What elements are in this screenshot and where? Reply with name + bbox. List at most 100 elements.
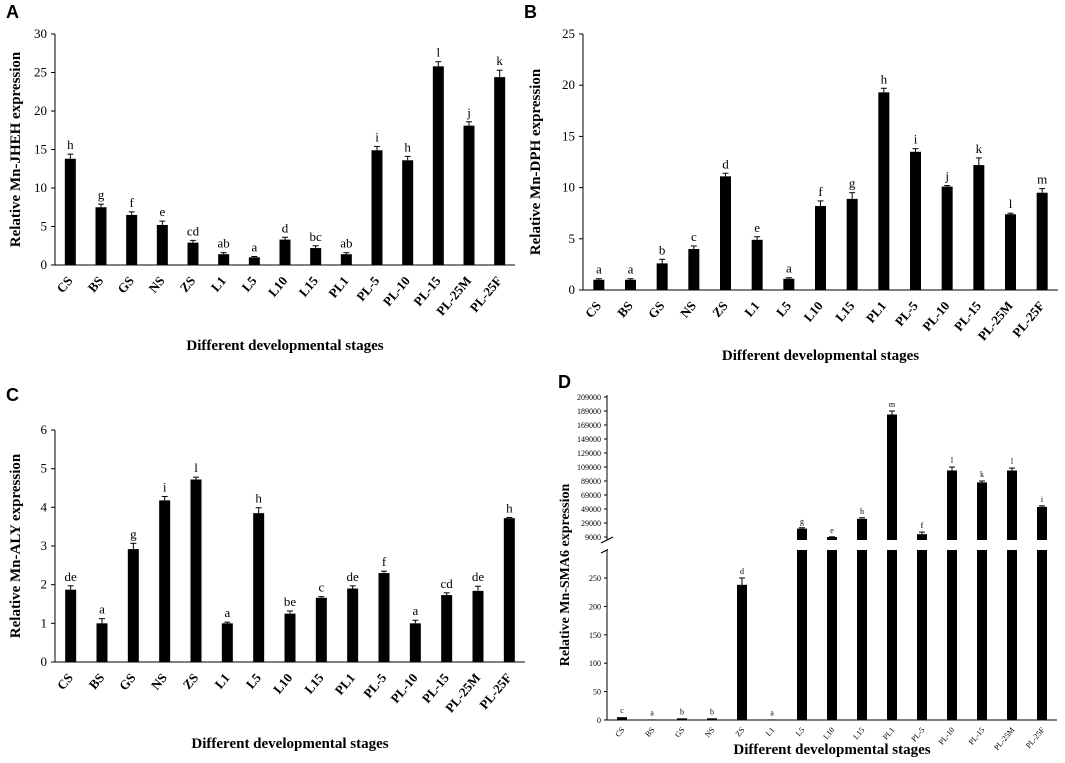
x-category-label: ZS <box>177 273 199 295</box>
significance-label: f <box>129 195 134 210</box>
significance-label: a <box>596 262 602 277</box>
x-category-label: L15 <box>301 670 327 697</box>
significance-label: c <box>691 229 697 244</box>
x-category-label: PL1 <box>863 298 889 325</box>
x-axis-title: Different developmental stages <box>191 736 388 752</box>
bar-pl-5 <box>371 150 383 265</box>
significance-label: k <box>980 470 984 479</box>
x-category-label: PL-10 <box>380 273 413 309</box>
significance-label: f <box>818 184 823 199</box>
x-category-label: PL-25M <box>975 298 1016 343</box>
significance-label: l <box>951 456 954 465</box>
significance-label: c <box>318 580 324 595</box>
bar-l5 <box>797 528 807 720</box>
bar-cs <box>593 279 605 290</box>
x-category-label: NS <box>145 273 167 295</box>
y-tick-label: 2 <box>41 577 48 592</box>
significance-label: de <box>65 569 78 584</box>
bar-pl-15 <box>977 482 987 720</box>
bar-pl-10 <box>402 160 414 265</box>
significance-label: cd <box>187 223 200 238</box>
y-tick-label: 69000 <box>581 491 601 500</box>
significance-label: g <box>800 517 804 526</box>
y-tick-label: 250 <box>589 574 601 583</box>
bar-zs <box>187 242 199 265</box>
bar-pl1 <box>878 92 890 290</box>
significance-label: l <box>1009 196 1013 211</box>
y-tick-label: 169000 <box>577 421 601 430</box>
axis-break-mark <box>600 536 614 544</box>
bar-pl-10 <box>941 186 953 290</box>
significance-label: g <box>130 526 137 541</box>
y-tick-label: 150 <box>589 631 601 640</box>
y-tick-label: 209000 <box>577 393 601 402</box>
y-tick-label: 6 <box>41 422 48 437</box>
y-tick-label: 20 <box>562 77 575 92</box>
x-category-label: L5 <box>794 726 807 739</box>
bar-pl-5 <box>378 573 390 662</box>
y-tick-label: 0 <box>597 716 601 725</box>
x-category-label: L1 <box>741 298 762 319</box>
bar-ns <box>688 249 700 290</box>
y-tick-label: 20 <box>34 103 47 118</box>
bar-l10 <box>279 239 291 265</box>
x-axis-title: Different developmental stages <box>722 348 919 364</box>
significance-label: e <box>159 204 165 219</box>
significance-label: l <box>194 460 198 475</box>
bar-bs <box>625 279 636 290</box>
y-tick-label: 89000 <box>581 477 601 486</box>
bar-ns <box>156 224 168 265</box>
y-tick-label: 0 <box>569 282 576 297</box>
significance-label: a <box>224 605 230 620</box>
x-category-label: L15 <box>296 273 322 300</box>
x-category-label: GS <box>645 298 668 321</box>
x-category-label: PL-25F <box>1024 725 1047 750</box>
y-tick-label: 5 <box>569 231 576 246</box>
significance-label: l <box>1011 457 1014 466</box>
x-axis-title: Different developmental stages <box>733 742 930 758</box>
significance-label: h <box>255 491 262 506</box>
bar-l5 <box>783 278 795 290</box>
significance-label: be <box>284 594 297 609</box>
bar-pl1 <box>340 254 352 265</box>
x-category-label: CS <box>582 298 604 320</box>
bar-gs <box>127 549 139 662</box>
significance-label: bc <box>310 229 323 244</box>
significance-label: a <box>99 602 105 617</box>
significance-label: ab <box>218 236 230 251</box>
x-category-label: CS <box>54 670 76 692</box>
significance-label: i <box>1041 495 1044 504</box>
y-tick-label: 30 <box>34 26 47 41</box>
y-tick-label: 5 <box>41 219 48 234</box>
significance-label: de <box>347 569 360 584</box>
bar-bs <box>96 623 108 662</box>
significance-label: cd <box>441 576 454 591</box>
x-category-label: BS <box>643 726 656 739</box>
x-category-label: GS <box>673 726 686 740</box>
x-category-label: PL-25F <box>1009 298 1047 340</box>
bar-cs <box>64 158 76 265</box>
bar-gs <box>677 718 687 720</box>
significance-label: b <box>710 707 714 716</box>
x-category-label: BS <box>86 670 108 692</box>
significance-label: b <box>659 242 666 257</box>
significance-label: c <box>620 706 624 715</box>
bar-l15 <box>857 518 867 720</box>
x-category-label: L10 <box>821 726 836 742</box>
y-tick-label: 149000 <box>577 435 601 444</box>
significance-label: k <box>496 53 503 68</box>
x-category-label: L10 <box>265 273 290 299</box>
y-tick-label: 0 <box>41 654 48 669</box>
y-axis-title: Relative Mn-SMA6 expression <box>558 484 573 667</box>
significance-label: a <box>412 603 418 618</box>
significance-label: e <box>830 526 834 535</box>
panel-label-d: D <box>558 372 571 392</box>
panel-label-a: A <box>6 2 19 22</box>
significance-label: a <box>628 262 634 277</box>
bar-pl1 <box>887 414 897 720</box>
bar-bs <box>95 207 107 265</box>
y-tick-label: 109000 <box>577 463 601 472</box>
x-category-label: PL-25F <box>476 670 514 712</box>
x-category-label: L1 <box>764 726 777 739</box>
bar-pl-25f <box>494 77 506 266</box>
